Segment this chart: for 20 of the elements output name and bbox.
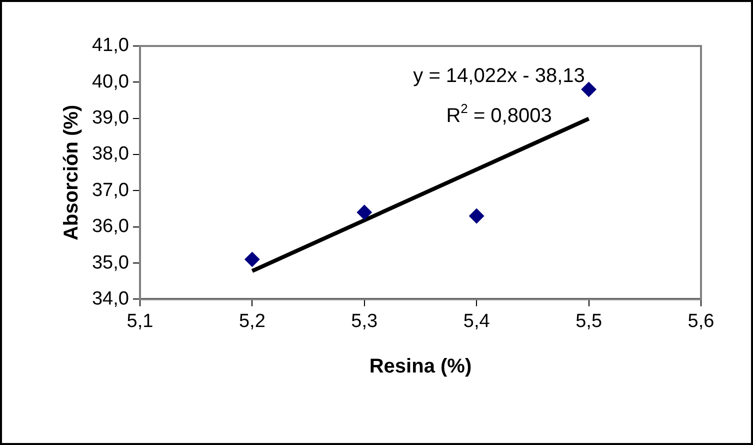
y-tick-label: 38,0 xyxy=(92,144,129,165)
x-axis-title: Resina (%) xyxy=(369,356,472,378)
point xyxy=(356,204,372,220)
y-tick-label: 39,0 xyxy=(92,108,129,129)
point xyxy=(244,252,260,267)
y-tick-label: 35,0 xyxy=(92,252,129,274)
x-tick-label: 5,2 xyxy=(238,310,266,332)
x-tick-label: 5,4 xyxy=(463,310,490,332)
x-tick-label: 5,3 xyxy=(351,310,378,332)
point xyxy=(469,208,484,224)
y-tick-label: 40,0 xyxy=(92,71,129,92)
y-tick-label: 34,0 xyxy=(92,288,129,310)
annotation: y = 14,022x - 38,13 xyxy=(413,65,585,87)
y-tick-label: 41,0 xyxy=(92,35,129,56)
y-axis-title: Absorción (%) xyxy=(60,104,83,240)
x-tick-label: 5,1 xyxy=(126,310,154,332)
x-tick-label: 5,5 xyxy=(576,310,602,332)
y-tick-label: 37,0 xyxy=(92,180,129,201)
y-tick-label: 36,0 xyxy=(92,216,129,238)
x-tick-label: 5,6 xyxy=(688,310,714,332)
